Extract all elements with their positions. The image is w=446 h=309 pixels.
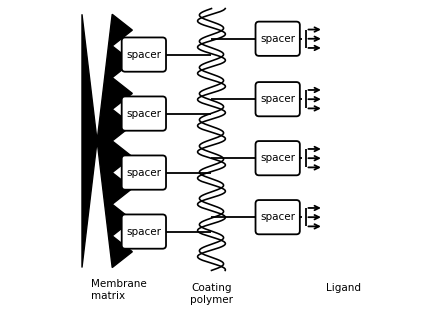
Polygon shape [82, 14, 132, 268]
Text: Coating
polymer: Coating polymer [190, 283, 233, 305]
FancyBboxPatch shape [122, 214, 166, 249]
Text: Membrane
matrix: Membrane matrix [91, 279, 146, 301]
FancyBboxPatch shape [256, 82, 300, 116]
Text: spacer: spacer [260, 212, 295, 222]
FancyBboxPatch shape [122, 155, 166, 190]
Text: spacer: spacer [126, 167, 161, 178]
Text: spacer: spacer [260, 153, 295, 163]
FancyBboxPatch shape [122, 96, 166, 131]
Text: spacer: spacer [126, 226, 161, 237]
FancyBboxPatch shape [256, 22, 300, 56]
Text: spacer: spacer [260, 34, 295, 44]
FancyBboxPatch shape [256, 141, 300, 175]
Text: spacer: spacer [260, 94, 295, 104]
Text: spacer: spacer [126, 49, 161, 60]
Text: spacer: spacer [126, 108, 161, 119]
FancyBboxPatch shape [122, 37, 166, 72]
Text: Ligand: Ligand [326, 283, 361, 293]
FancyBboxPatch shape [256, 200, 300, 234]
